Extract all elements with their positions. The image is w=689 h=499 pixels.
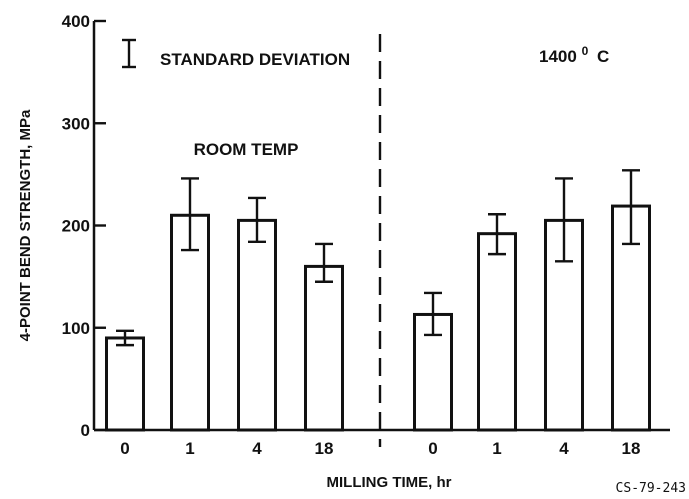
error-bar-group1-0: [424, 291, 442, 337]
x-tick-label-group0-4: 4: [252, 439, 262, 458]
y-axis-title: 4-POINT BEND STRENGTH, MPa: [17, 109, 34, 341]
x-tick-label-group1-4: 4: [559, 439, 569, 458]
x-axis: 0 1 4 18 0 1 4 18: [94, 428, 670, 458]
y-tick-label-200: 200: [62, 217, 90, 236]
y-tick-label-0: 0: [81, 421, 90, 440]
x-tick-label-group0-1: 1: [185, 439, 194, 458]
bar-group0-0: [105, 336, 145, 432]
error-bar-group0-4: [248, 196, 266, 244]
x-tick-label-group1-0: 0: [428, 439, 437, 458]
y-tick-label-100: 100: [62, 319, 90, 338]
x-tick-label-group1-18: 18: [622, 439, 641, 458]
legend-label: STANDARD DEVIATION: [160, 50, 350, 69]
error-bar-group1-4: [555, 177, 573, 263]
y-tick-label-300: 300: [62, 114, 90, 133]
x-tick-label-group0-0: 0: [120, 439, 129, 458]
x-tick-label-group0-18: 18: [315, 439, 334, 458]
bars-layer: [105, 169, 651, 432]
x-tick-label-group1-1: 1: [492, 439, 501, 458]
x-axis-title: MILLING TIME, hr: [327, 474, 452, 491]
error-bar-group0-18: [315, 242, 333, 283]
error-bar-group0-0: [116, 329, 134, 347]
group-label-1400c-unit: C: [597, 47, 609, 66]
y-axis: 0 100 200 300 400: [62, 12, 106, 440]
legend: STANDARD DEVIATION: [122, 38, 350, 69]
bar-group0-4: [237, 218, 277, 432]
bar-group1-1: [477, 232, 517, 432]
group-label-1400c: 1400 0 C: [539, 40, 609, 66]
error-bar-group1-18: [622, 169, 640, 246]
figure-id: CS-79-243: [616, 481, 686, 496]
y-tick-label-400: 400: [62, 12, 90, 31]
group-label-1400c-number: 1400: [539, 47, 577, 66]
bar-group0-18: [304, 264, 344, 432]
error-bar-group0-1: [181, 177, 199, 252]
group-label-room-temp: ROOM TEMP: [194, 140, 299, 159]
error-bar-group1-1: [488, 213, 506, 256]
group-label-1400c-superscript: 0: [582, 44, 589, 58]
legend-error-bar-icon: [122, 38, 136, 69]
bar-group1-4: [544, 218, 584, 432]
